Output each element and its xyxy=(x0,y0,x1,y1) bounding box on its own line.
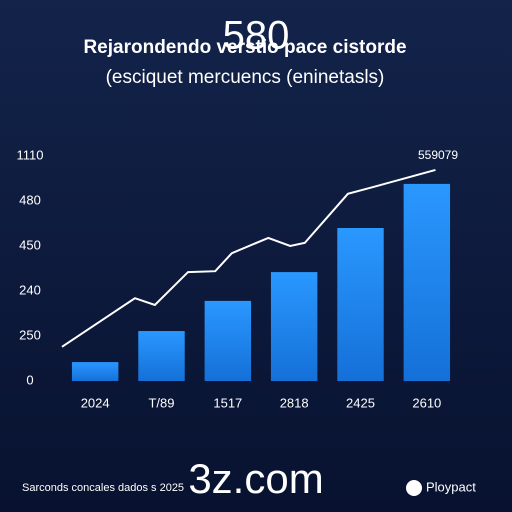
y-tick-label: 240 xyxy=(19,282,41,297)
chart-subtitle: (esciquet mercuencs (eninetasls) xyxy=(106,67,385,88)
trend-line xyxy=(61,168,436,348)
x-tick-label: 2818 xyxy=(280,395,309,410)
brand: Ploypact xyxy=(426,479,476,494)
line-end-label: 559079 xyxy=(418,148,458,162)
y-tick-label: 450 xyxy=(19,237,41,252)
bar xyxy=(337,228,384,381)
y-tick-label: 0 xyxy=(26,372,33,387)
x-tick-label: 2024 xyxy=(81,395,110,410)
y-tick-label: 250 xyxy=(19,327,41,342)
bar xyxy=(71,362,119,381)
bar xyxy=(204,300,252,381)
x-tick-label: 1517 xyxy=(213,395,242,410)
overlay-text: 580 xyxy=(223,14,290,58)
bar xyxy=(138,331,185,381)
watermark: 3z.com xyxy=(188,455,323,502)
y-tick-label: 480 xyxy=(19,192,41,207)
footer: Sarconds concales dados s 2025 xyxy=(22,482,184,494)
y-tick-label: 1110 xyxy=(17,147,44,162)
chart-title: Rejarondendo verstio pace cistorde xyxy=(83,37,406,58)
bar xyxy=(270,272,318,381)
x-tick-label: 2610 xyxy=(412,395,441,410)
x-tick-label: T/89 xyxy=(148,395,174,410)
brand-icon xyxy=(406,480,422,496)
bar xyxy=(403,183,451,381)
x-tick-label: 2425 xyxy=(346,395,375,410)
